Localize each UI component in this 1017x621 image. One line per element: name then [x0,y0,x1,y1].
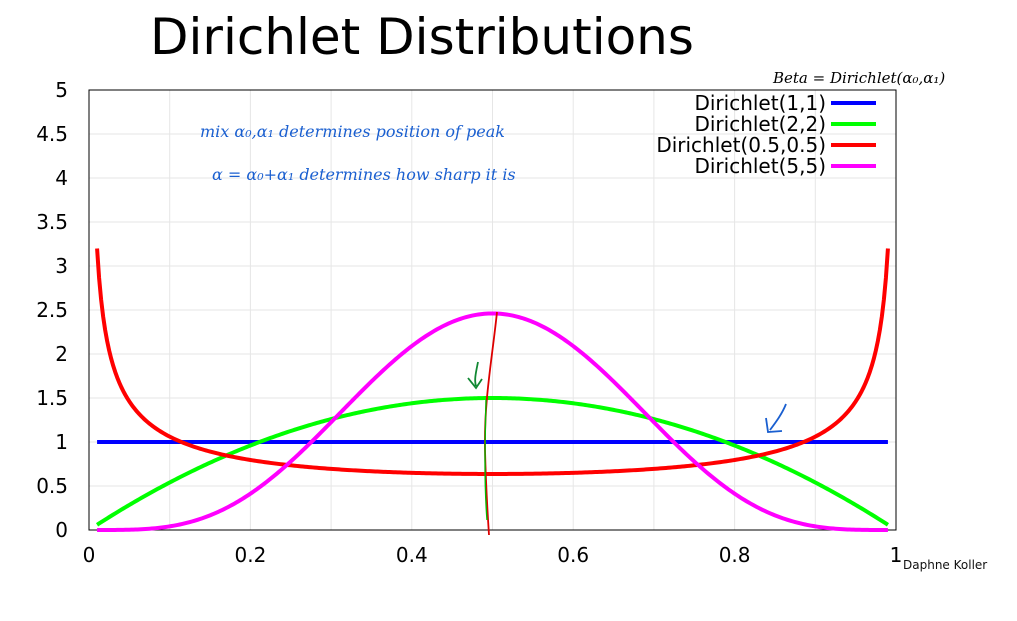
y-tick-label: 4.5 [36,122,68,146]
y-tick-label: 1.5 [36,386,68,410]
annotation-position-of-peak: mix α₀,α₁ determines position of peak [200,122,505,141]
x-tick-label: 0.8 [719,543,751,567]
legend-label: Dirichlet(0.5,0.5) [656,133,826,157]
y-tick-label: 3 [55,254,68,278]
author-credit: Daphne Koller [903,558,988,572]
legend-label: Dirichlet(1,1) [694,91,826,115]
annotation-sharpness: α = α₀+α₁ determines how sharp it is [212,165,516,184]
x-tick-label: 0.2 [234,543,266,567]
y-tick-label: 0 [55,518,68,542]
y-tick-label: 4 [55,166,68,190]
y-tick-label: 1 [55,430,68,454]
series-line [97,311,888,532]
beta-annotation: Beta = Dirichlet(α₀,α₁) [772,69,945,87]
series-line [95,248,890,476]
legend: Dirichlet(1,1)Dirichlet(2,2)Dirichlet(0.… [656,91,876,178]
hand-drawn-midline [484,311,498,536]
legend-label: Dirichlet(2,2) [694,112,826,136]
slide-title: Dirichlet Distributions [150,8,694,66]
arrow-icon-green [467,361,483,390]
y-tick-label: 5 [55,78,68,102]
x-tick-label: 0 [83,543,96,567]
y-tick-label: 3.5 [36,210,68,234]
legend-label: Dirichlet(5,5) [694,154,826,178]
x-tick-label: 0.6 [557,543,589,567]
hand-drawn-midline-green [484,399,488,521]
tick-labels: 0 0.2 0.4 0.6 0.8 1 0 0.5 1 1.5 2 2.5 3 3.5 4 4.5 5 [36,78,902,567]
y-tick-label: 2 [55,342,68,366]
x-tick-label: 0.4 [396,543,428,567]
series-lines [95,248,890,532]
x-tick-label: 1 [890,543,903,567]
y-tick-label: 0.5 [36,474,68,498]
y-tick-label: 2.5 [36,298,68,322]
plot-frame [88,89,897,531]
arrow-icon-blue [765,403,787,433]
